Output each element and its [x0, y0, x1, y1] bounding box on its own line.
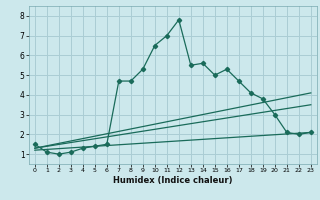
X-axis label: Humidex (Indice chaleur): Humidex (Indice chaleur): [113, 176, 233, 185]
